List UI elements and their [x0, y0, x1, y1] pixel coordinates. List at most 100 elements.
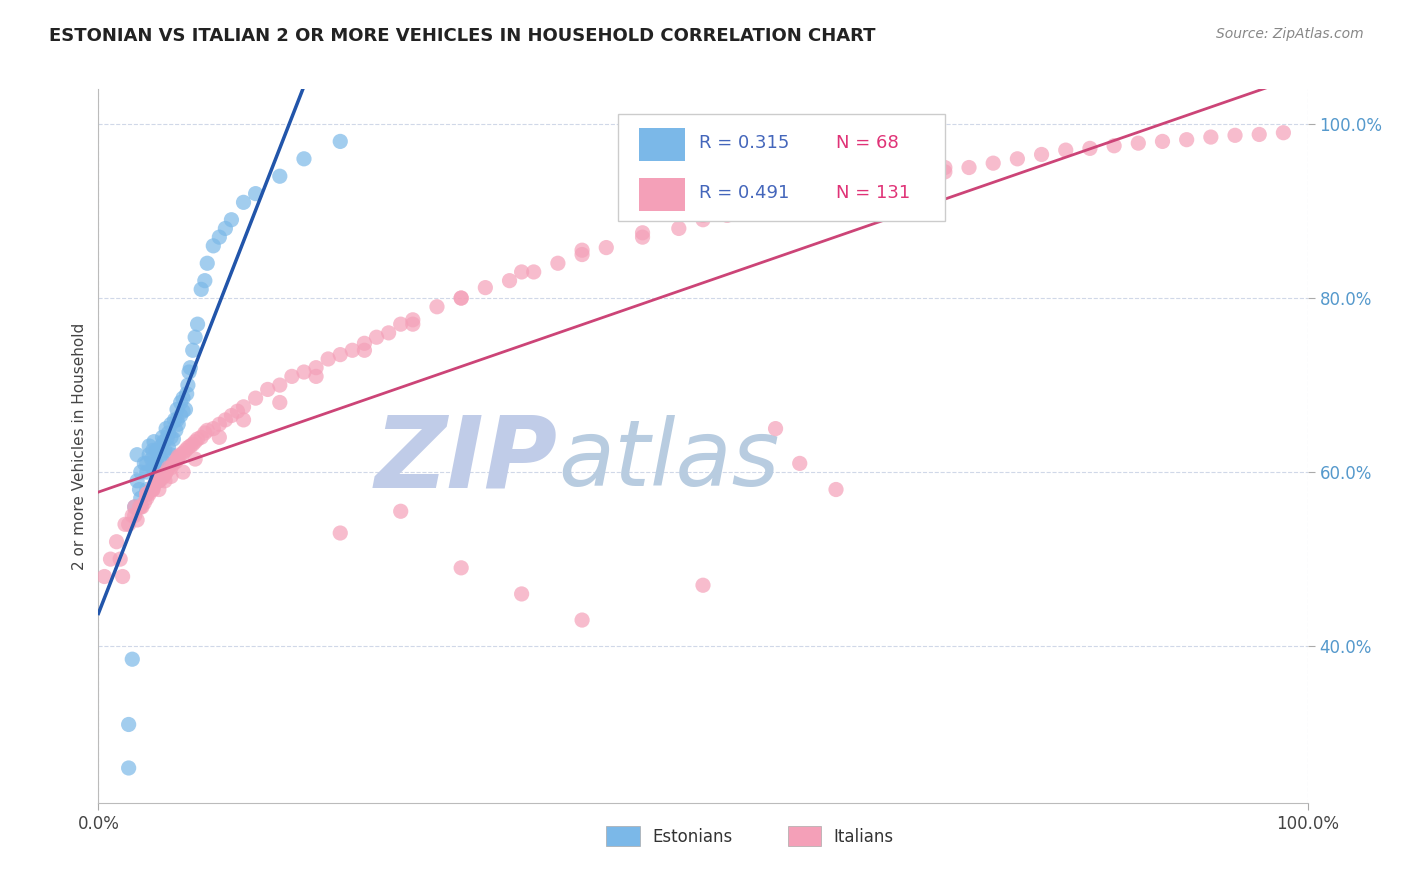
Point: [329, 348, 352, 362]
Point: [1054, 143, 1077, 157]
Point: [547, 256, 569, 270]
Point: [153, 457, 176, 471]
Point: [305, 360, 328, 375]
Text: N = 68: N = 68: [837, 134, 898, 152]
Point: [692, 208, 714, 222]
Point: [510, 587, 533, 601]
Point: [208, 430, 231, 444]
Point: [179, 360, 201, 375]
Point: [172, 404, 194, 418]
Point: [860, 178, 883, 192]
Point: [957, 161, 980, 175]
Point: [208, 230, 231, 244]
Point: [160, 460, 183, 475]
Point: [150, 439, 173, 453]
Point: [510, 265, 533, 279]
Point: [93, 569, 115, 583]
Point: [179, 439, 201, 453]
Point: [135, 465, 157, 479]
Point: [160, 430, 183, 444]
Point: [118, 517, 141, 532]
Point: [138, 439, 160, 453]
Point: [281, 369, 304, 384]
Point: [934, 165, 956, 179]
Point: [135, 491, 157, 506]
Point: [160, 469, 183, 483]
Point: [402, 317, 425, 331]
FancyBboxPatch shape: [619, 114, 945, 221]
Point: [131, 500, 153, 514]
Point: [167, 417, 190, 432]
Text: R = 0.315: R = 0.315: [699, 134, 790, 152]
Point: [221, 409, 243, 423]
Point: [100, 552, 122, 566]
Point: [631, 230, 654, 244]
Point: [202, 421, 225, 435]
Point: [426, 300, 449, 314]
Point: [157, 441, 180, 455]
Point: [353, 343, 375, 358]
Point: [789, 194, 811, 208]
Point: [342, 343, 364, 358]
Point: [160, 417, 183, 432]
Text: N = 131: N = 131: [837, 184, 910, 202]
Point: [160, 448, 183, 462]
Point: [129, 500, 152, 514]
Point: [148, 483, 170, 497]
Point: [1152, 135, 1174, 149]
Point: [135, 487, 157, 501]
Point: [450, 561, 472, 575]
Bar: [638, 178, 685, 211]
Point: [208, 417, 231, 432]
Point: [174, 402, 197, 417]
Point: [127, 448, 149, 462]
Point: [474, 280, 496, 294]
Point: [129, 465, 152, 479]
Point: [190, 282, 212, 296]
Point: [162, 432, 184, 446]
Point: [886, 173, 908, 187]
Point: [157, 425, 180, 440]
Point: [134, 457, 156, 471]
Point: [121, 652, 143, 666]
Point: [150, 472, 173, 486]
Point: [692, 578, 714, 592]
Point: [142, 460, 165, 475]
Point: [121, 508, 143, 523]
Point: [148, 448, 170, 462]
Point: [692, 212, 714, 227]
Text: Italians: Italians: [834, 828, 894, 846]
Point: [172, 391, 194, 405]
Text: ZIP: ZIP: [375, 412, 558, 508]
Point: [256, 383, 278, 397]
Point: [127, 513, 149, 527]
Point: [153, 467, 176, 481]
Point: [152, 434, 174, 449]
Point: [190, 430, 212, 444]
Point: [1102, 138, 1125, 153]
Point: [825, 483, 848, 497]
Point: [316, 351, 339, 366]
Point: [148, 460, 170, 475]
Point: [135, 457, 157, 471]
Point: [402, 313, 425, 327]
Point: [631, 226, 654, 240]
Point: [177, 441, 200, 455]
Point: [135, 483, 157, 497]
Point: [232, 413, 254, 427]
Point: [353, 336, 375, 351]
Point: [716, 208, 738, 222]
Text: atlas: atlas: [558, 416, 779, 505]
Point: [127, 474, 149, 488]
Point: [118, 717, 141, 731]
Point: [184, 434, 207, 449]
Point: [571, 243, 593, 257]
Point: [981, 156, 1004, 170]
Point: [124, 508, 146, 523]
Point: [813, 186, 835, 201]
Point: [202, 239, 225, 253]
Point: [873, 173, 896, 187]
Point: [366, 330, 388, 344]
Point: [128, 483, 150, 497]
Point: [245, 391, 267, 405]
